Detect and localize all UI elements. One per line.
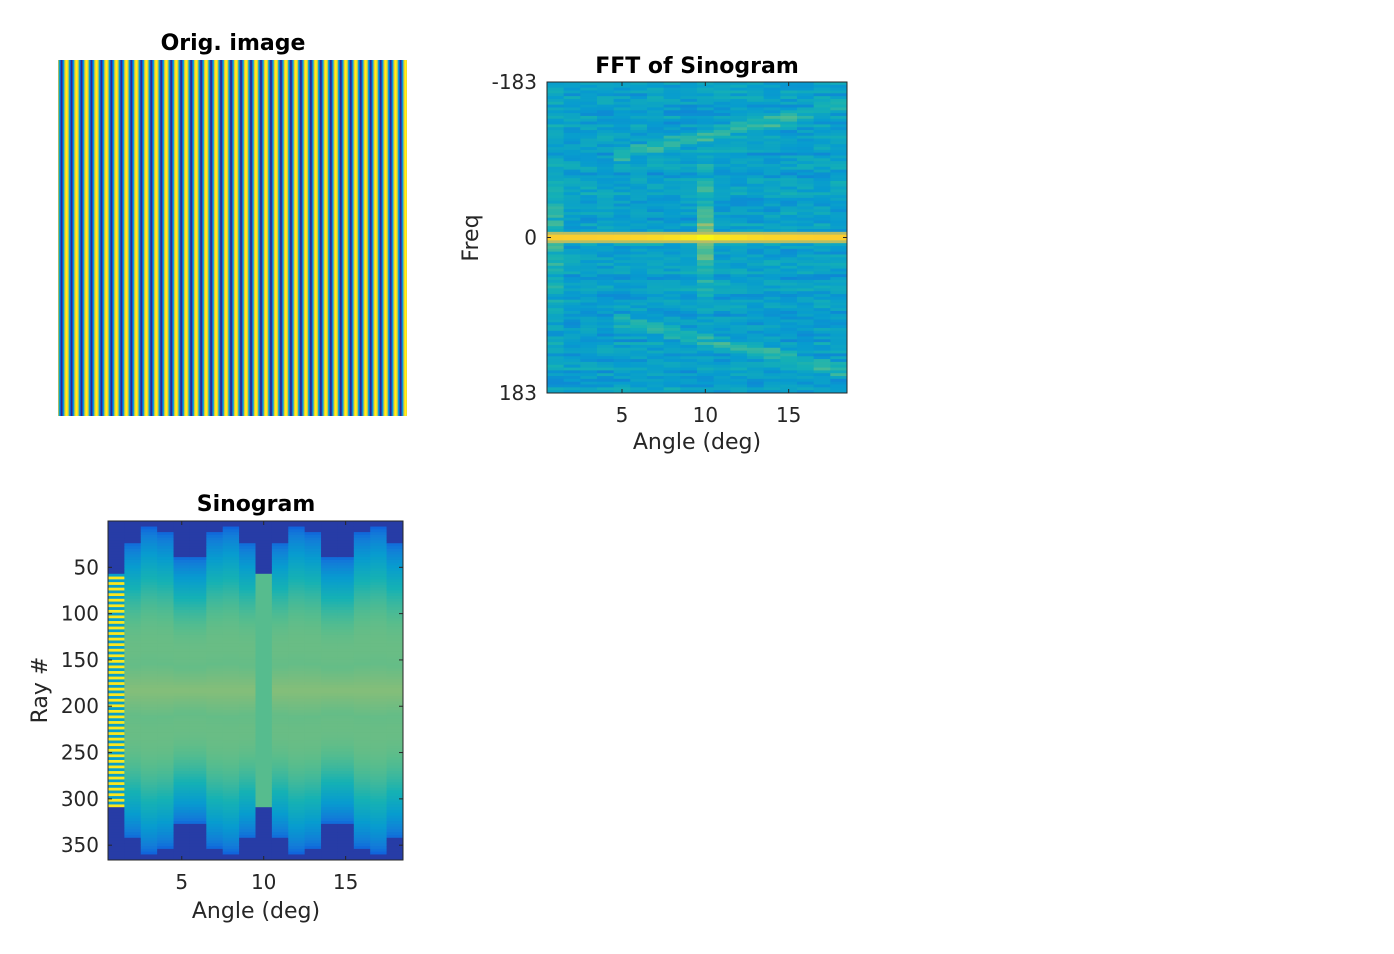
sinogram-y-tick-label: 250 <box>61 741 99 765</box>
sinogram-heatmap <box>108 521 404 861</box>
fft-y-tick-label: 0 <box>524 226 537 250</box>
sinogram-title: Sinogram <box>197 492 316 517</box>
sinogram-x-tick-label: 10 <box>251 870 276 894</box>
fft-x-tick-label: 10 <box>693 403 718 427</box>
sinogram-y-tick-label: 300 <box>61 787 99 811</box>
fft-ylabel: Freq <box>459 214 484 261</box>
sinogram-y-tick-label: 50 <box>74 555 99 579</box>
fft-x-tick-label: 5 <box>616 403 629 427</box>
sinogram-y-tick-label: 100 <box>61 602 99 626</box>
fft-panel: FFT of Sinogram 5 10 15 -183 0 183 Angle (deg… <box>459 54 848 455</box>
orig-image-heatmap <box>58 60 408 416</box>
orig-image-panel: Orig. image <box>58 31 408 416</box>
orig-stripe-cell <box>406 60 408 416</box>
sinogram-x-tick-label: 5 <box>175 870 188 894</box>
sinogram-x-tick-label: 15 <box>333 870 358 894</box>
fft-x-tick-label: 15 <box>776 403 801 427</box>
fft-xlabel: Angle (deg) <box>633 430 761 455</box>
fft-heatmap <box>547 82 848 394</box>
fft-title: FFT of Sinogram <box>595 54 799 79</box>
orig-image-title: Orig. image <box>161 31 306 56</box>
sinogram-xlabel: Angle (deg) <box>192 899 320 924</box>
sinogram-ylabel: Ray # <box>28 657 53 724</box>
sinogram-y-tick-label: 200 <box>61 694 99 718</box>
sinogram-panel: Sinogram 5 10 15 50 100 150 200 250 300 350 Angle… <box>28 492 404 924</box>
fft-y-tick-label: 183 <box>499 381 537 405</box>
sinogram-y-tick-label: 150 <box>61 648 99 672</box>
sinogram-y-tick-label: 350 <box>61 833 99 857</box>
fft-y-tick-label: -183 <box>492 70 537 94</box>
